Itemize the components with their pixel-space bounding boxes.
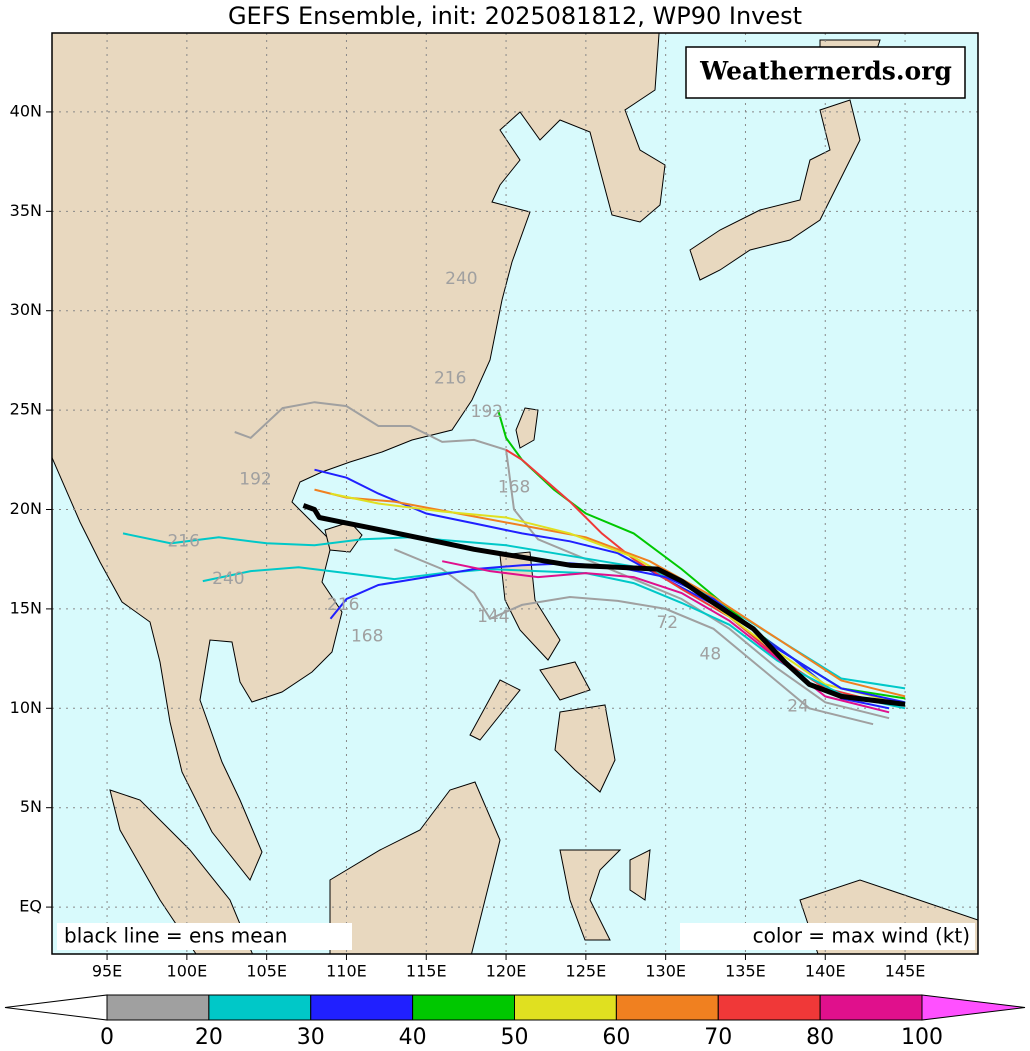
- lat-tick-label: EQ: [19, 897, 42, 916]
- lat-tick-label: 40N: [10, 101, 42, 120]
- lon-tick-label: 140E: [805, 962, 846, 981]
- lat-tick-label: 15N: [10, 598, 42, 617]
- lon-tick-label: 135E: [725, 962, 766, 981]
- lat-tick-label: 25N: [10, 400, 42, 419]
- hour-label: 144: [477, 607, 509, 627]
- title: GEFS Ensemble, init: 2025081812, WP90 In…: [228, 2, 802, 30]
- colorbar-label: 0: [100, 1025, 114, 1050]
- colorbar-segment: [514, 994, 617, 1021]
- colorbar-arrow: [4, 994, 108, 1021]
- hour-label: 216: [434, 368, 466, 388]
- lon-tick-label: 100E: [167, 962, 208, 981]
- land: [52, 33, 978, 954]
- map-frame: [51, 32, 979, 955]
- borneo: [329, 781, 501, 954]
- colorbar-segment: [819, 994, 923, 1021]
- lon-tick-label: 105E: [246, 962, 287, 981]
- colorbar-label: 100: [901, 1025, 943, 1050]
- lon-tick-label: 125E: [566, 962, 607, 981]
- lon-tick-label: 110E: [326, 962, 367, 981]
- ensemble-track: [202, 566, 906, 710]
- ensemble-track: [314, 488, 906, 698]
- watermark-box: [685, 46, 966, 99]
- sumatra: [109, 789, 254, 954]
- lon-tick-label: 115E: [406, 962, 447, 981]
- colorbar-segment: [310, 994, 414, 1021]
- halmahera: [629, 849, 651, 901]
- lat-tick-label: 30N: [10, 300, 42, 319]
- colorbar-label: 20: [195, 1025, 223, 1050]
- colorbar-segment: [412, 994, 515, 1021]
- japan: [689, 99, 861, 281]
- note: black line = ens mean: [64, 924, 288, 948]
- sulawesi: [559, 849, 622, 941]
- hour-label: 168: [351, 627, 383, 647]
- hour-label: 192: [471, 402, 503, 422]
- hour-label: 216: [167, 531, 199, 551]
- colorbar-label: 60: [602, 1025, 630, 1050]
- lat-tick-label: 5N: [20, 797, 42, 816]
- lon-tick-label: 145E: [885, 962, 926, 981]
- mindanao: [554, 704, 616, 793]
- mainland: [52, 33, 666, 881]
- colorbar-label: 30: [297, 1025, 325, 1050]
- hour-label: 216: [327, 595, 359, 615]
- lat-tick-label: 20N: [10, 499, 42, 518]
- hour-label: 192: [239, 470, 271, 490]
- hour-label: 72: [656, 613, 678, 633]
- hour-label: 48: [700, 645, 722, 665]
- mean-track: [302, 503, 906, 707]
- lat-tick-label: 10N: [10, 698, 42, 717]
- hour-label: 240: [445, 269, 477, 289]
- colorbar-segment: [208, 994, 312, 1021]
- lon-tick-label: 95E: [92, 962, 122, 981]
- colorbar-label: 40: [399, 1025, 427, 1050]
- lon-tick-label: 120E: [486, 962, 527, 981]
- colorbar-segment: [615, 994, 719, 1021]
- ensemble-track: [393, 548, 874, 726]
- colorbar-label: 70: [704, 1025, 732, 1050]
- colorbar-segment: [106, 994, 210, 1021]
- colorbar-arrow: [921, 994, 1026, 1021]
- note-box: [57, 923, 352, 950]
- colorbar: 0 20 30 40 50 60 70 80 100: [4, 994, 1026, 1050]
- visayas: [469, 661, 591, 741]
- hour-label: 168: [498, 478, 530, 498]
- lat-tick-label: 35N: [10, 201, 42, 220]
- colorbar-segment: [717, 994, 821, 1021]
- hour-label: 24: [787, 696, 809, 716]
- note: color = max wind (kt): [753, 924, 970, 948]
- colorbar-label: 50: [501, 1025, 529, 1050]
- hour-label: 240: [212, 569, 244, 589]
- ensemble-track: [330, 492, 890, 702]
- note-box: [680, 923, 975, 950]
- watermark: Weathernerds.org: [699, 57, 952, 86]
- lon-tick-label: 130E: [645, 962, 686, 981]
- colorbar-label: 80: [806, 1025, 834, 1050]
